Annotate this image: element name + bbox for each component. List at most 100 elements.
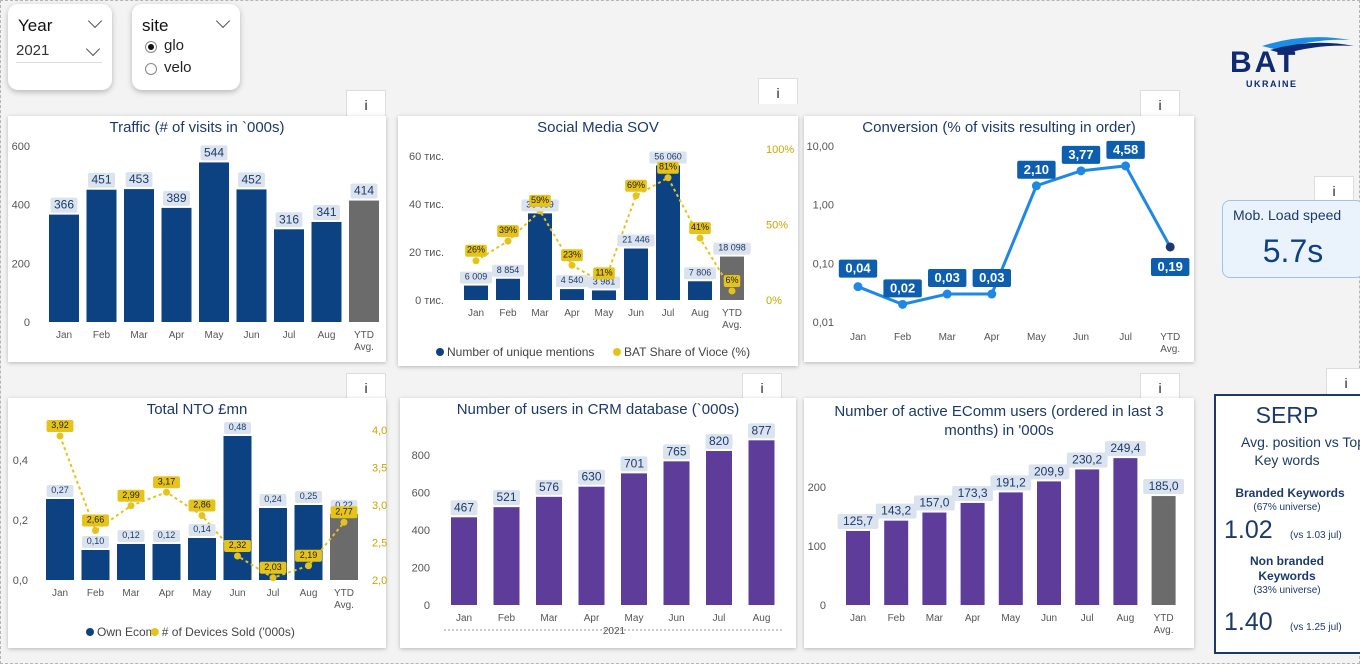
- info-button[interactable]: i: [1140, 373, 1180, 399]
- info-button[interactable]: i: [742, 373, 782, 399]
- line-data-label-bg: [497, 225, 519, 238]
- x-tick-label: Apr: [564, 308, 580, 319]
- line-data-label-bg: [657, 161, 679, 174]
- data-label: 173,3: [958, 486, 988, 500]
- legend-label: Number of unique mentions: [447, 345, 594, 359]
- bar-data-label-bg: [224, 422, 251, 434]
- chevron-down-icon[interactable]: [215, 13, 231, 29]
- bar-data-label: 0,12: [122, 530, 140, 540]
- year-slicer[interactable]: Year 2021: [8, 4, 112, 90]
- x-tick-label: Feb: [894, 332, 912, 343]
- y2-tick-label: 2,5: [372, 538, 387, 550]
- chevron-down-icon[interactable]: [87, 13, 103, 29]
- x-tick-label: May: [1027, 332, 1046, 343]
- x-tick-label: Avg.: [1154, 625, 1174, 636]
- info-button[interactable]: i: [1314, 176, 1354, 202]
- conversion-chart: Conversion (% of visits resulting in ord…: [804, 116, 1194, 362]
- data-label: 0,03: [935, 270, 960, 285]
- line-point: [92, 527, 99, 534]
- y2-tick-label: 2,0: [372, 575, 387, 587]
- data-label-bg: [200, 145, 228, 161]
- line-data-label-bg: [153, 476, 180, 489]
- line-data-label-bg: [593, 267, 615, 280]
- bar: [1113, 458, 1138, 605]
- data-label-bg: [663, 444, 690, 460]
- x-tick-label: May: [193, 588, 212, 599]
- line-data-label-bg: [330, 506, 358, 519]
- info-button[interactable]: i: [1140, 90, 1180, 116]
- line-data-label: 41%: [691, 222, 709, 232]
- serp-branded-label: Branded Keywords: [1235, 486, 1345, 500]
- y-tick-label: 200: [412, 562, 430, 574]
- bar-data-label-bg: [587, 276, 621, 289]
- year-slicer-title: Year: [18, 16, 53, 35]
- mob-load-value: 5.7s: [1262, 233, 1324, 269]
- y-tick-label: 0,0: [13, 575, 28, 587]
- info-button[interactable]: i: [1326, 368, 1360, 394]
- legend-label: Own Ecom: [97, 625, 156, 639]
- bar-data-label-bg: [491, 264, 525, 277]
- x-tick-label: Apr: [584, 613, 600, 624]
- x-tick-label: Jul: [1119, 332, 1132, 343]
- radio-glo[interactable]: [145, 41, 157, 53]
- info-button[interactable]: i: [346, 373, 386, 399]
- site-slicer[interactable]: site glo velo: [132, 4, 240, 90]
- bar-data-label-bg: [117, 530, 145, 542]
- legend-marker: [613, 348, 621, 356]
- line-data-label-bg: [224, 540, 251, 552]
- info-button[interactable]: i: [758, 78, 798, 104]
- bat-logo: BAT UKRAINE: [1226, 36, 1356, 92]
- x-tick-label: Jun: [628, 308, 644, 319]
- data-label-bg: [535, 479, 563, 495]
- x-group-label: 2021: [603, 626, 626, 637]
- bar: [236, 189, 267, 322]
- site-slicer-title: site: [142, 16, 169, 35]
- bar: [1151, 496, 1176, 605]
- bar: [464, 285, 488, 300]
- bar-data-label: 21 446: [622, 235, 650, 245]
- line-point: [163, 488, 170, 496]
- x-tick-label: Avg.: [722, 320, 742, 331]
- series-line: [857, 164, 1172, 306]
- data-label: 125,7: [843, 514, 873, 528]
- bar-data-label-bg: [459, 271, 493, 284]
- data-label-bg: [163, 190, 190, 206]
- data-label: 2,10: [1024, 162, 1049, 177]
- bar: [536, 496, 562, 605]
- bar-data-label-bg: [713, 242, 751, 255]
- y-tick-label: 400: [12, 200, 30, 212]
- x-tick-label: Mar: [926, 613, 944, 624]
- mob-load-card: Mob. Load speed 5.7s: [1222, 200, 1360, 278]
- data-label: 521: [496, 490, 516, 504]
- data-label-bg: [914, 495, 955, 511]
- y-tick-label: 600: [412, 487, 430, 499]
- x-tick-label: YTD: [334, 588, 354, 599]
- x-tick-label: Apr: [159, 588, 175, 599]
- data-label-bg: [1105, 441, 1146, 457]
- line-point: [127, 502, 135, 510]
- bar-data-label: 0,12: [158, 530, 176, 540]
- line-data-label-bg: [259, 561, 287, 574]
- legend-marker: [150, 628, 159, 636]
- line-data-label-bg: [561, 249, 583, 262]
- info-button[interactable]: i: [346, 90, 386, 116]
- y-tick-label: 200: [808, 482, 826, 494]
- data-label-bg: [275, 212, 303, 228]
- year-dropdown[interactable]: 2021: [16, 40, 102, 63]
- data-label-bg: [238, 172, 265, 188]
- data-label-bg: [1106, 140, 1145, 159]
- line-data-label-bg: [689, 222, 711, 235]
- x-tick-label: Aug: [753, 613, 771, 624]
- x-tick-label: Feb: [87, 588, 105, 599]
- data-label-bg: [620, 456, 648, 472]
- y2-tick-label: 3,5: [372, 463, 387, 475]
- chart-title: Traffic (# of visits in `000s): [109, 119, 284, 136]
- chart-title: Number of users in CRM database (`000s): [457, 401, 740, 418]
- line-point: [696, 234, 704, 242]
- bar-data-label-bg: [683, 267, 717, 280]
- bar: [152, 544, 181, 580]
- serp-title: SERP: [1255, 402, 1319, 428]
- radio-velo[interactable]: [145, 63, 157, 75]
- data-label: 341: [316, 205, 336, 219]
- bar-data-label-bg: [617, 234, 655, 247]
